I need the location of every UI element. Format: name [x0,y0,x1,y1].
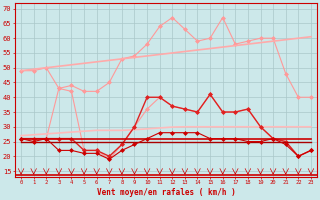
X-axis label: Vent moyen/en rafales ( km/h ): Vent moyen/en rafales ( km/h ) [97,188,236,197]
